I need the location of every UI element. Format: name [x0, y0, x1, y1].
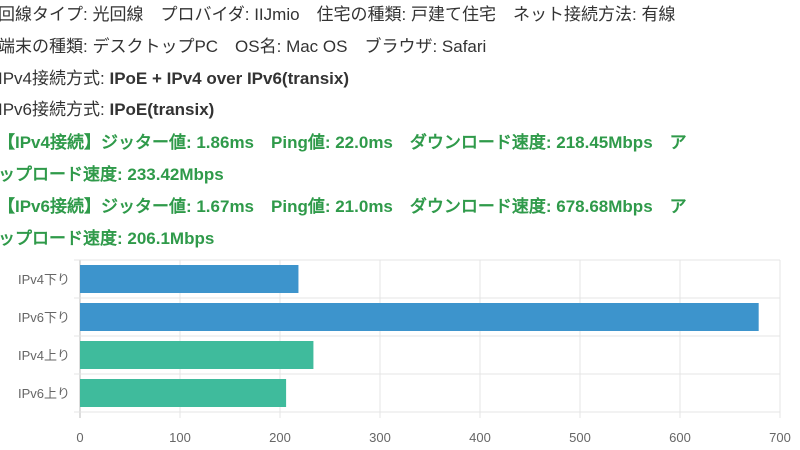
ipv4-method-value: IPoE + IPv4 over IPv6(transix) — [109, 69, 349, 88]
ipv4-method-label: IPv4接続方式: — [0, 69, 110, 88]
x-tick-label: 400 — [469, 430, 491, 445]
y-tick-label: IPv4下り — [18, 272, 70, 287]
x-tick-label: 200 — [269, 430, 291, 445]
y-tick-label: IPv4上り — [18, 348, 70, 363]
ipv6-result-line-2: ップロード速度: 206.1Mbps — [0, 229, 215, 248]
ipv6-method-label: IPv6接続方式: — [0, 100, 110, 119]
bar-IPv4上り — [80, 341, 314, 369]
x-tick-label: 700 — [769, 430, 791, 445]
bar-IPv4下り — [80, 265, 299, 293]
line-info-1: 回線タイプ: 光回線 プロバイダ: IIJmio 住宅の種類: 戸建て住宅 ネッ… — [0, 5, 676, 24]
line-ipv4-method: IPv4接続方式: IPoE + IPv4 over IPv6(transix) — [0, 69, 349, 89]
ipv6-result-line-1: 【IPv6接続】ジッター値: 1.67ms Ping値: 21.0ms ダウンロ… — [0, 197, 687, 216]
ipv4-result-line-1: 【IPv4接続】ジッター値: 1.86ms Ping値: 22.0ms ダウンロ… — [0, 133, 687, 152]
bar-IPv6上り — [80, 379, 287, 407]
x-tick-label: 600 — [669, 430, 691, 445]
ipv6-method-value: IPoE(transix) — [109, 100, 215, 119]
x-tick-label: 0 — [76, 430, 83, 445]
x-tick-label: 500 — [569, 430, 591, 445]
ipv4-result-line-2: ップロード速度: 233.42Mbps — [0, 165, 224, 184]
line-ipv6-method: IPv6接続方式: IPoE(transix) — [0, 100, 214, 120]
bar-IPv6下り — [80, 303, 759, 331]
x-tick-label: 300 — [369, 430, 391, 445]
line-info-2: 端末の種類: デスクトップPC OS名: Mac OS ブラウザ: Safari — [0, 37, 487, 56]
y-tick-label: IPv6上り — [18, 386, 70, 401]
x-tick-label: 100 — [169, 430, 191, 445]
y-tick-label: IPv6下り — [18, 310, 70, 325]
speed-bar-chart: 0 100 200 300 400 500 600 700 IPv4下り IPv6下り IPv4上り… — [18, 259, 791, 445]
